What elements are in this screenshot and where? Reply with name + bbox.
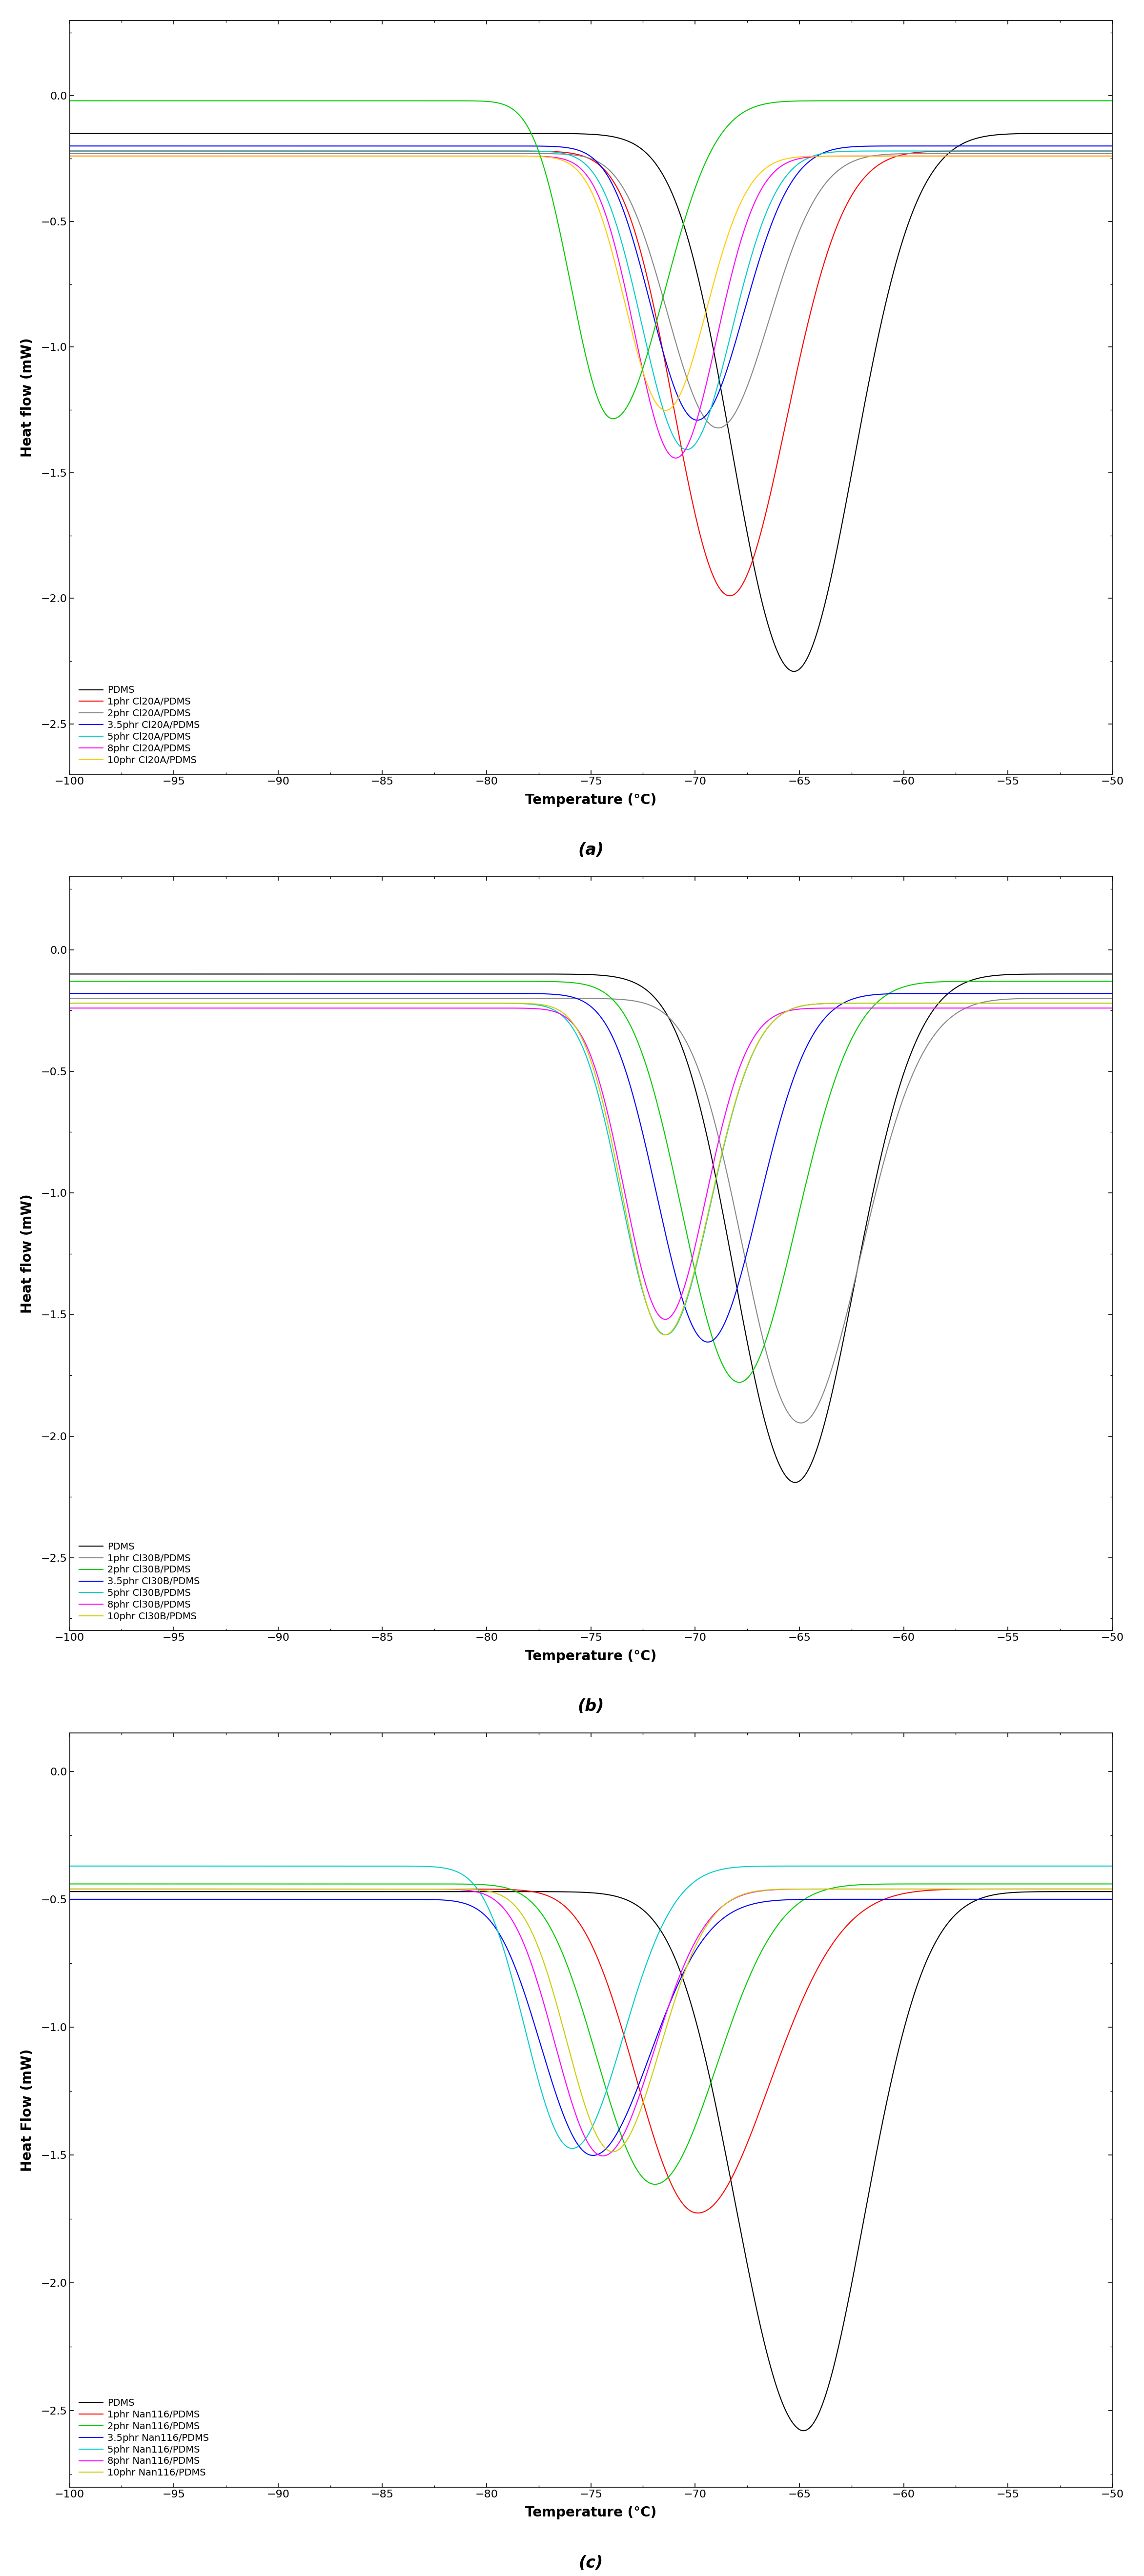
Text: (c): (c) xyxy=(579,2555,603,2571)
Y-axis label: Heat flow (mW): Heat flow (mW) xyxy=(21,1195,34,1314)
X-axis label: Temperature (°C): Temperature (°C) xyxy=(525,1649,657,1664)
Text: (b): (b) xyxy=(578,1698,604,1716)
Y-axis label: Heat flow (mW): Heat flow (mW) xyxy=(21,337,34,456)
X-axis label: Temperature (°C): Temperature (°C) xyxy=(525,793,657,806)
Legend: PDMS, 1phr Cl30B/PDMS, 2phr Cl30B/PDMS, 3.5phr Cl30B/PDMS, 5phr Cl30B/PDMS, 8phr: PDMS, 1phr Cl30B/PDMS, 2phr Cl30B/PDMS, … xyxy=(74,1538,205,1625)
X-axis label: Temperature (°C): Temperature (°C) xyxy=(525,2506,657,2519)
Y-axis label: Heat Flow (mW): Heat Flow (mW) xyxy=(21,2048,34,2172)
Legend: PDMS, 1phr Nan116/PDMS, 2phr Nan116/PDMS, 3.5phr Nan116/PDMS, 5phr Nan116/PDMS, : PDMS, 1phr Nan116/PDMS, 2phr Nan116/PDMS… xyxy=(74,2393,214,2483)
Legend: PDMS, 1phr Cl20A/PDMS, 2phr Cl20A/PDMS, 3.5phr Cl20A/PDMS, 5phr Cl20A/PDMS, 8phr: PDMS, 1phr Cl20A/PDMS, 2phr Cl20A/PDMS, … xyxy=(74,680,205,770)
Text: (a): (a) xyxy=(578,842,604,858)
